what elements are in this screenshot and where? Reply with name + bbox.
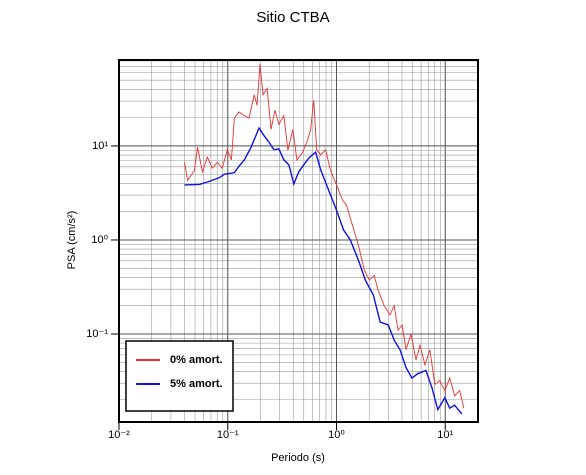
series-line	[184, 126, 463, 415]
y-tick-label: 10⁰	[91, 234, 108, 246]
x-axis-label: Periodo (s)	[271, 452, 325, 464]
legend-label: 0% amort.	[170, 354, 223, 366]
legend-label: 5% amort.	[170, 378, 223, 390]
series-line	[184, 64, 465, 409]
plot-frame	[118, 59, 479, 423]
y-tick-label: 10¹	[92, 140, 108, 152]
y-tick-label: 10⁻¹	[86, 328, 108, 340]
chart-title: Sitio CTBA	[256, 9, 329, 26]
x-tick-label: 10⁻¹	[217, 429, 239, 441]
x-tick-label: 10¹	[437, 429, 453, 441]
legend-box	[125, 340, 234, 412]
y-axis-label: PSA (cm/s²)	[66, 211, 78, 270]
x-tick-label: 10⁰	[328, 429, 345, 441]
x-tick-label: 10⁻²	[108, 429, 130, 441]
